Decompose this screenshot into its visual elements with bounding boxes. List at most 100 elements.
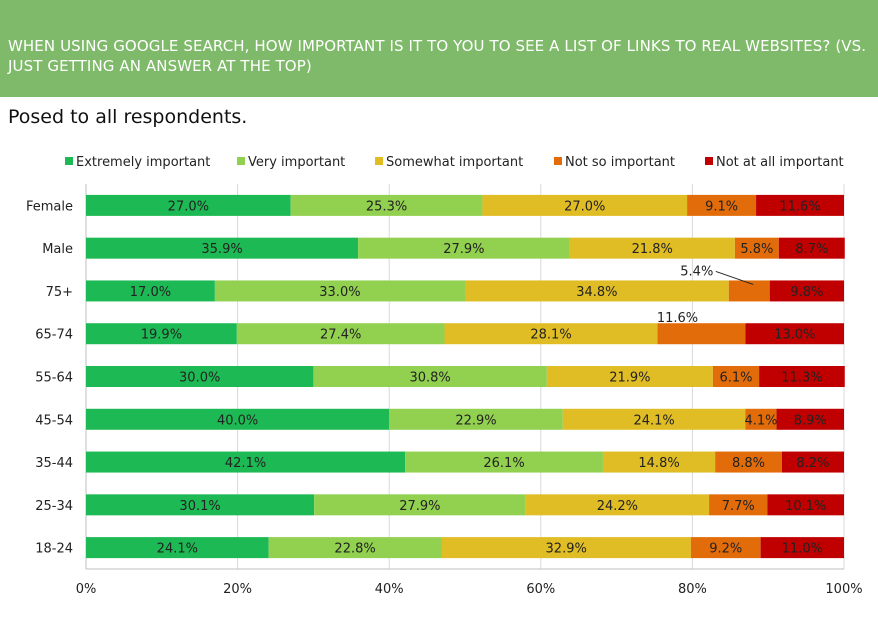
bar-segment [562,408,746,430]
data-label: 34.8% [576,285,617,300]
data-label: 10.1% [785,499,826,514]
data-label: 11.6% [779,199,820,214]
bar-segment [728,280,770,302]
bar-segment [314,494,526,516]
data-label: 17.0% [130,285,171,300]
data-label: 30.1% [179,499,220,514]
legend-swatch-extremely-important [65,157,73,165]
category-label: 25-34 [35,499,73,514]
bar-segment [769,280,844,302]
bar-segment [236,323,445,345]
bar-segment [86,237,359,259]
legend-swatch-very-important [237,157,245,165]
bar-segment [441,537,691,559]
legend-label-somewhat-important: Somewhat important [386,155,523,170]
bar-segment [313,366,547,387]
data-label: 5.8% [740,242,773,257]
category-label: Female [26,199,73,214]
bar-segment [86,451,406,473]
data-label: 11.0% [782,542,823,557]
data-label: 22.8% [334,542,375,557]
data-label: 5.4% [680,264,713,279]
data-label: 24.1% [633,413,674,428]
category-label: 35-44 [35,456,73,471]
data-label: 11.3% [781,371,822,386]
bar-segment [657,323,746,345]
bar-segment [86,323,237,345]
data-label: 9.2% [709,542,742,557]
bar-segment [715,451,782,473]
stacked-bar-chart: 0% 20% 40% 60% 80% 100% Extremely important Ver… [26,155,863,597]
bar-segment [268,537,442,559]
title-banner: When using Google search, how important … [0,0,878,97]
bar-segment [465,280,729,302]
data-label: 32.9% [546,542,587,557]
bar-segment [444,323,658,345]
legend-swatch-somewhat-important [375,157,383,165]
data-label: 24.2% [597,499,638,514]
legend-label-not-so-important: Not so important [565,155,675,170]
x-tick-label: 0% [76,582,97,597]
bar-segment [776,408,844,430]
bar-segment [290,194,483,216]
data-label: 6.1% [719,371,752,386]
bar-segment [569,237,735,259]
data-label: 35.9% [201,242,242,257]
data-label: 11.6% [657,311,698,326]
bar-segment [525,494,710,516]
bar-segment [759,366,845,387]
x-tick-label: 40% [375,582,404,597]
data-label: 13.0% [774,328,815,343]
data-label: 24.1% [157,542,198,557]
x-tick-label: 60% [526,582,555,597]
legend-label-not-at-all-important: Not at all important [716,155,844,170]
data-label: 26.1% [483,456,524,471]
bar-segment [86,194,291,216]
data-label: 7.7% [722,499,755,514]
bar-segment [358,237,570,259]
chart-subtitle: Posed to all respondents. [8,106,248,128]
data-label: 14.8% [638,456,679,471]
data-label: 21.8% [632,242,673,257]
bar-segment [767,494,844,516]
data-label: 21.9% [609,371,650,386]
bar-segment [86,408,390,430]
bar-segment [756,194,844,216]
data-label: 22.9% [455,413,496,428]
bar-segment [709,494,768,516]
data-label: 27.0% [168,199,209,214]
bar-segment [687,194,757,216]
data-label: 40.0% [217,413,258,428]
bar-segment [602,451,716,473]
data-label: 28.1% [530,328,571,343]
data-label: 42.1% [225,456,266,471]
category-label: 55-64 [35,371,73,386]
data-label: 9.8% [790,285,823,300]
bar-segment [781,451,844,473]
legend-label-extremely-important: Extremely important [76,155,210,170]
data-label: 30.8% [409,371,450,386]
legend-label-very-important: Very important [248,155,345,170]
category-label: 75+ [46,285,73,300]
data-label: 8.7% [795,242,828,257]
bar-segment [86,366,314,387]
data-label: 25.3% [366,199,407,214]
bar-segment [690,537,761,559]
data-label: 27.9% [443,242,484,257]
bar-segment [482,194,688,216]
callout-leader-line [715,270,754,285]
data-label: 30.0% [179,371,220,386]
category-label: 45-54 [35,413,73,428]
bar-segment [745,408,777,430]
category-label: Male [42,242,73,257]
bar-segment [86,537,269,559]
bar-segment [389,408,563,430]
data-label: 8.8% [732,456,765,471]
data-label: 27.0% [564,199,605,214]
x-tick-label: 80% [678,582,707,597]
bar-segment [86,494,315,516]
x-tick-label: 20% [223,582,252,597]
data-label: 19.9% [141,328,182,343]
bar-segment [745,323,844,345]
data-label: 8.2% [796,456,829,471]
